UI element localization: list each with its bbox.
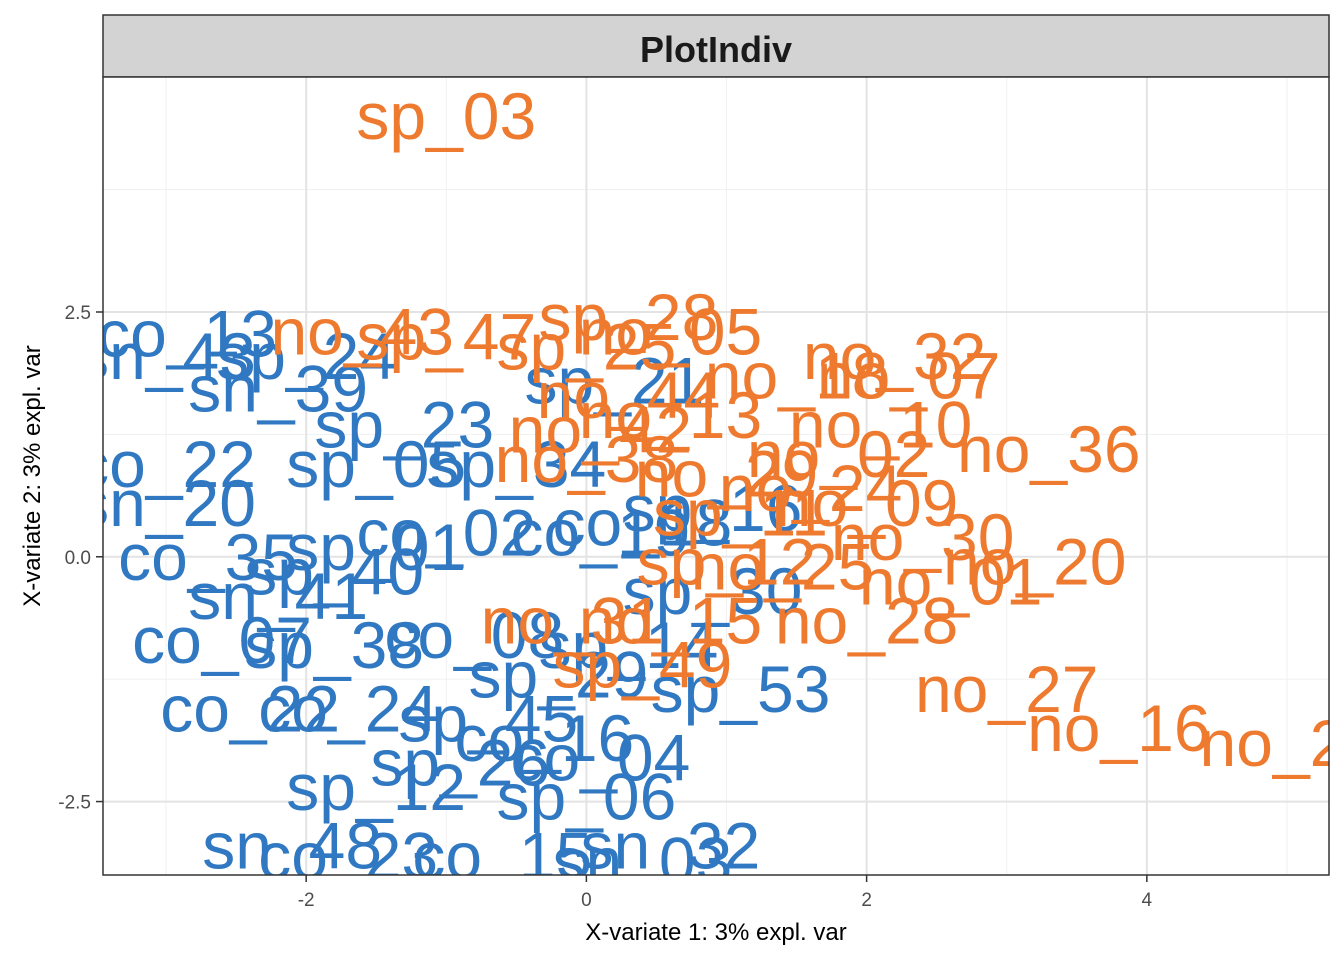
point-label: no_09 (775, 466, 959, 540)
point-label: sn_03 (553, 823, 733, 897)
point-label: co_04 (510, 721, 690, 795)
point-label: sp_40 (244, 534, 424, 608)
point-label: sp_25 (496, 309, 676, 383)
point-label: no_36 (957, 412, 1141, 486)
point-label: sn_41 (188, 559, 368, 633)
point-label: no_01 (859, 544, 1043, 618)
chart-title: PlotIndiv (640, 29, 792, 70)
point-label: no_25 (691, 530, 875, 604)
point-label: sp_21 (525, 344, 705, 418)
point-label: co_02 (356, 495, 536, 569)
point-label: sp_06 (496, 760, 676, 834)
point-label: co_23 (258, 818, 438, 892)
x-tick-label: 4 (1142, 890, 1153, 911)
point-label: no_02 (747, 417, 931, 491)
point-label: co_19 (510, 495, 690, 569)
point-label: sn_20 (76, 466, 256, 540)
y-axis-ticks: -2.5 0.0 2.5 (58, 303, 103, 814)
point-label: sn_39 (188, 351, 368, 425)
point-label: sp_12 (286, 750, 466, 824)
point-label: no_20 (943, 525, 1127, 599)
point-label: no_27 (915, 652, 1099, 726)
point-label: co_16 (454, 701, 634, 775)
point-label: sp_03 (356, 79, 536, 153)
x-tick-label: 2 (861, 890, 872, 911)
point-label: sp_30 (623, 554, 803, 628)
y-tick-label: 2.5 (65, 303, 91, 324)
point-label: no_10 (789, 388, 973, 462)
point-label: no_44 (537, 358, 721, 432)
point-label: co_15 (412, 818, 592, 892)
point-label: no_31 (481, 583, 665, 657)
point-label: co_08 (384, 598, 564, 672)
y-axis-label: X-variate 2: 3% expl. var (19, 345, 46, 606)
point-label: sp_47 (356, 299, 536, 373)
point-label: sp_38 (244, 608, 424, 682)
point-label: no_30 (831, 500, 1015, 574)
point-label: no_29 (635, 437, 819, 511)
point-label: sp_01 (286, 510, 466, 584)
point-label: no_18 (705, 339, 889, 413)
point-label: sp_12 (637, 525, 817, 599)
facet-strip (102, 14, 1330, 78)
point-label: no_24 (719, 451, 903, 525)
x-axis-ticks: -2 0 2 4 (298, 875, 1153, 911)
point-label: sn_43 (76, 319, 256, 393)
point-label: sp_14 (539, 608, 719, 682)
x-tick-label: -2 (298, 890, 315, 911)
x-tick-label: 0 (581, 890, 592, 911)
y-tick-label: -2.5 (58, 793, 91, 814)
point-label: sp_28 (539, 280, 719, 354)
point-label: no_15 (579, 583, 763, 657)
point-label: sp_16 (623, 471, 803, 545)
point-label: co_07 (132, 603, 312, 677)
point-label: co_24 (258, 672, 438, 746)
point-label: no_28 (775, 583, 959, 657)
y-tick-label: 0.0 (65, 548, 91, 569)
point-label: sp_24 (216, 319, 396, 393)
point-label: no_16 (1027, 691, 1211, 765)
grid-lines (103, 77, 1329, 875)
plot-border (102, 76, 1330, 876)
point-label: co_22 (76, 427, 256, 501)
point-label: co_18 (553, 486, 733, 560)
plot-panel (103, 77, 1329, 875)
point-label: no_38 (495, 422, 679, 496)
point-label: sp_11 (653, 476, 828, 550)
point-label: sp_23 (314, 388, 494, 462)
point-label: sp_34 (426, 427, 606, 501)
point-label: sp_29 (468, 637, 648, 711)
point-label: no_43 (270, 295, 454, 369)
point-label: sn_32 (581, 809, 761, 883)
point-label: sn_48 (202, 809, 382, 883)
point-label: no_07 (817, 339, 1001, 413)
point-label: sp_45 (398, 681, 578, 755)
point-label: sp_26 (370, 725, 550, 799)
x-axis-label: X-variate 1: 3% expl. var (585, 919, 846, 946)
point-label: no_42 (509, 392, 693, 466)
point-label: no_13 (579, 378, 763, 452)
point-label: no_32 (803, 319, 987, 393)
point-label: sp_53 (651, 652, 831, 726)
point-label: co_35 (118, 520, 298, 594)
point-label: no_05 (579, 295, 763, 369)
point-label: no_2 (1200, 706, 1344, 780)
point-label: co_13 (97, 297, 277, 371)
point-label: sp_05 (286, 427, 466, 501)
point-label: sp_49 (553, 627, 733, 701)
point-label: co_22 (160, 672, 340, 746)
point-labels: co_13sn_43sn_39sp_24sp_23sp_05co_22sn_20… (76, 79, 1344, 897)
